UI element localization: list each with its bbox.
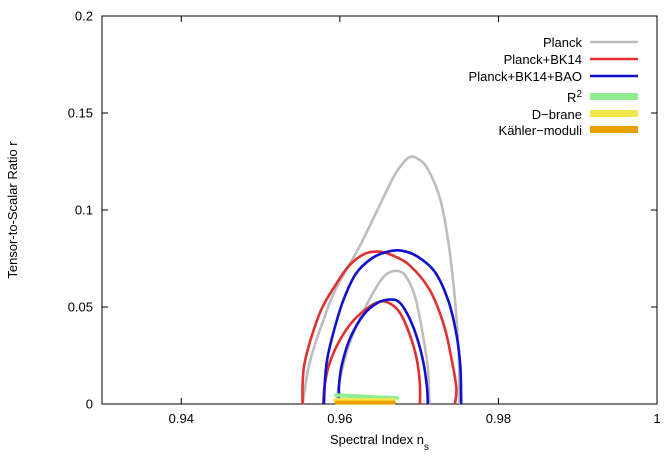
legend-label-r: R2 bbox=[567, 89, 582, 106]
x-tick-label: 0.96 bbox=[327, 411, 352, 426]
legend-swatch-r bbox=[590, 93, 638, 100]
y-axis-title: Tensor-to-Scalar Ratio r bbox=[5, 141, 20, 279]
y-tick-label: 0.15 bbox=[68, 106, 93, 121]
legend: Planck Planck+BK14 Planck+BK14+BAO R2D−bran… bbox=[469, 35, 638, 138]
legend-label-d-brane: D−brane bbox=[532, 107, 582, 122]
legend-swatch-d-brane bbox=[590, 110, 638, 117]
y-tick-label: 0 bbox=[86, 397, 93, 412]
series-planck-bk14-bao-contour-2 bbox=[337, 298, 430, 405]
series-r-band bbox=[333, 393, 399, 401]
legend-label-planck-bk14: Planck+BK14 bbox=[504, 52, 582, 67]
series-planck-bk14-bao-contour-1 bbox=[322, 249, 463, 405]
legend-label-planck-bk14-bao: Planck+BK14+BAO bbox=[469, 69, 582, 84]
x-axis-title: Spectral Index ns bbox=[330, 432, 429, 453]
legend-swatch-k-hler-moduli bbox=[590, 126, 638, 133]
legend-label-k-hler-moduli: Kähler−moduli bbox=[499, 123, 583, 138]
y-tick-label: 0.05 bbox=[68, 300, 93, 315]
x-tick-label: 1 bbox=[653, 411, 660, 426]
y-tick-label: 0.2 bbox=[75, 9, 93, 24]
y-tick-label: 0.1 bbox=[75, 203, 93, 218]
legend-label-planck: Planck bbox=[543, 35, 583, 50]
x-tick-label: 0.98 bbox=[486, 411, 511, 426]
series-planck-contour-1 bbox=[301, 155, 461, 405]
x-tick-label: 0.94 bbox=[169, 411, 194, 426]
series-planck-bk14-contour-1 bbox=[301, 250, 458, 405]
plot-area bbox=[301, 155, 463, 405]
